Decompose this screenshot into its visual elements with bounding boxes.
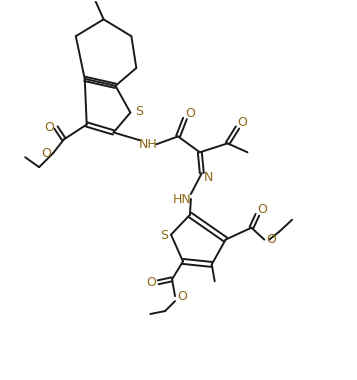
Text: NH: NH	[139, 138, 157, 151]
Text: O: O	[257, 203, 267, 216]
Text: O: O	[185, 107, 195, 120]
Text: HN: HN	[172, 193, 191, 206]
Text: S: S	[160, 229, 168, 242]
Text: O: O	[44, 121, 54, 134]
Text: N: N	[204, 171, 213, 184]
Text: O: O	[177, 290, 187, 302]
Text: S: S	[135, 105, 143, 118]
Text: O: O	[266, 233, 276, 246]
Text: O: O	[146, 276, 156, 289]
Text: O: O	[237, 116, 247, 129]
Text: O: O	[41, 147, 51, 160]
